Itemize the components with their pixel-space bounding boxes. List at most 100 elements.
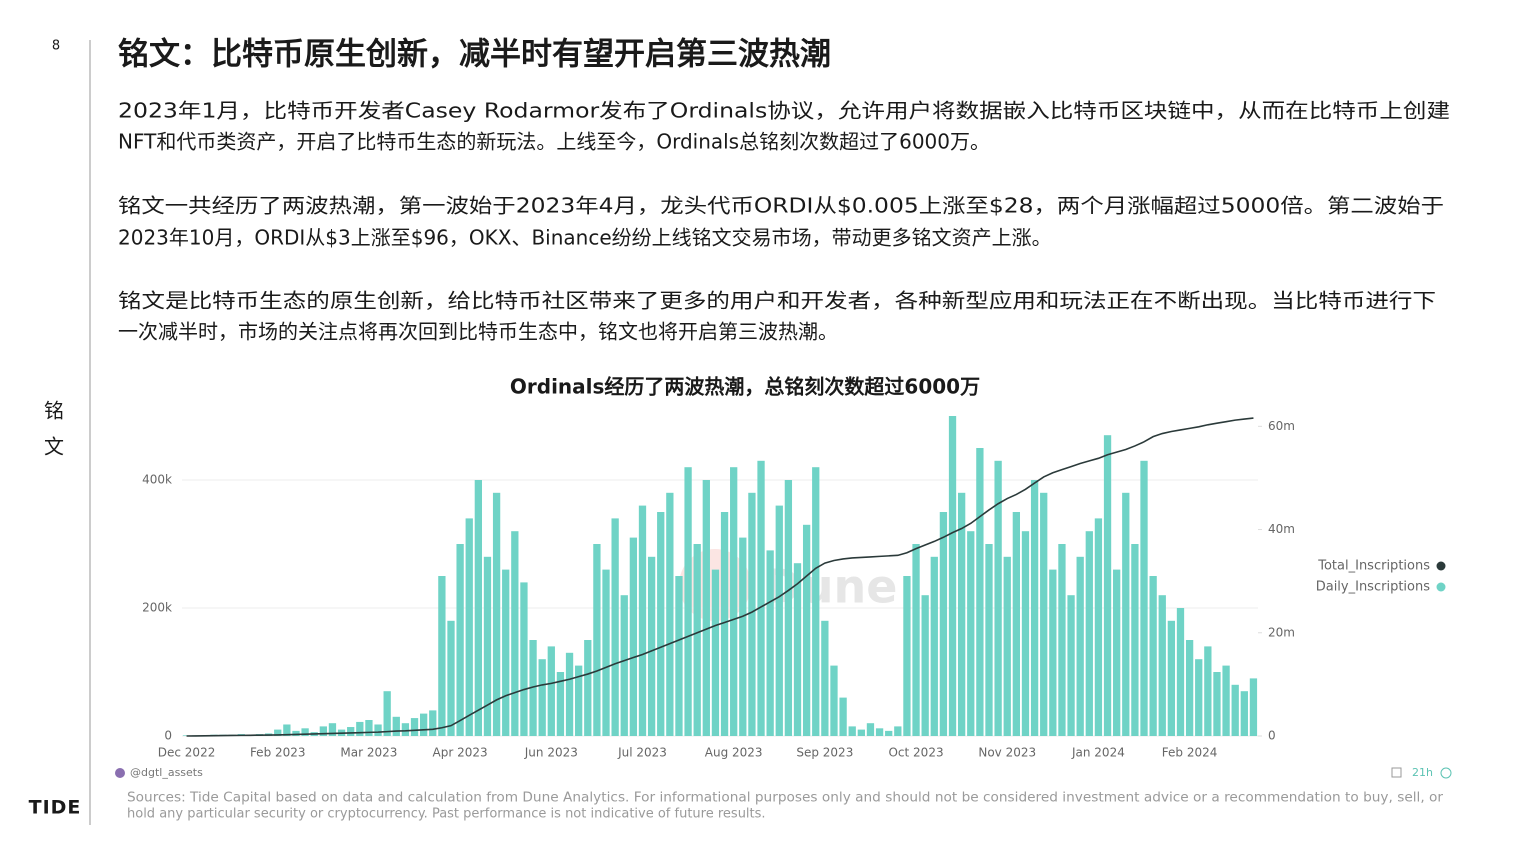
sources-line: hold any particular security or cryptocu… (127, 807, 766, 822)
bar (328, 723, 337, 736)
bar (784, 480, 793, 736)
paragraph-line: NFT和代币类资产，开启了比特币生态的新玩法。上线至今，Ordinals总铭刻次… (118, 130, 990, 154)
bar (748, 492, 756, 736)
bar (483, 556, 492, 736)
bar (447, 620, 455, 736)
bar (693, 544, 701, 736)
bar (374, 724, 382, 736)
bar (866, 723, 875, 736)
page-number: 8 (52, 39, 60, 54)
bar (1240, 691, 1248, 736)
bar (647, 556, 656, 736)
sources-line: Sources: Tide Capital based on data and … (127, 791, 1444, 806)
bar (1222, 665, 1230, 736)
bar (283, 724, 291, 736)
y2-tick-label: 20m (1268, 625, 1295, 639)
bar (365, 720, 373, 736)
bar (401, 723, 410, 736)
bar (757, 460, 765, 736)
y-tick-label: 200k (142, 601, 172, 615)
bar (720, 512, 729, 736)
bar (948, 416, 957, 736)
bar (1003, 556, 1011, 736)
bar (802, 524, 811, 736)
bar (994, 460, 1002, 736)
x-tick-label: Jul 2023 (617, 746, 667, 760)
bar (711, 569, 720, 736)
bar (1176, 608, 1185, 736)
bar (666, 492, 674, 736)
x-tick-label: Apr 2023 (433, 746, 488, 760)
side-label: 文 (44, 435, 64, 459)
bar (1158, 595, 1166, 736)
x-tick-label: Jun 2023 (524, 746, 578, 760)
x-tick-label: Aug 2023 (705, 746, 763, 760)
bar (1185, 640, 1194, 736)
bar (356, 721, 364, 736)
bar (967, 531, 975, 736)
bar (793, 563, 802, 736)
bar (1103, 435, 1112, 736)
paragraph-line: 铭文一共经历了两波热潮，第一波始于2023年4月，龙头代币ORDI从$0.005… (118, 194, 1444, 218)
x-tick-label: Jan 2024 (1071, 746, 1125, 760)
bar (957, 492, 966, 736)
bar (611, 518, 619, 736)
bar (775, 505, 783, 736)
legend-swatch (1436, 561, 1446, 571)
bar (921, 595, 929, 736)
side-label: 铭 (44, 399, 64, 423)
credit-icon (115, 768, 125, 778)
y2-tick-label: 60m (1268, 419, 1295, 433)
logo: TIDE (29, 797, 82, 819)
bar (976, 448, 984, 736)
bar (565, 652, 574, 736)
x-tick-label: Dec 2022 (158, 746, 216, 760)
bar (857, 729, 865, 736)
paragraph-line: 一次减半时，市场的关注点将再次回到比特币生态中，铭文也将开启第三波热潮。 (118, 320, 838, 344)
bar (1058, 544, 1066, 736)
x-tick-label: Sep 2023 (796, 746, 853, 760)
bar (821, 620, 829, 736)
line (186, 417, 1254, 737)
bar (930, 556, 938, 736)
bar (885, 730, 893, 736)
bar (347, 727, 355, 736)
bar (620, 595, 628, 736)
y2-tick-label: 0 (1268, 729, 1276, 743)
bar (492, 492, 501, 736)
legend-label: Total_Inscriptions (1317, 559, 1430, 574)
bar (383, 691, 391, 736)
y-tick-label: 400k (142, 473, 172, 487)
paragraph-line: 铭文是比特币生态的原生创新，给比特币社区带来了更多的用户和开发者，各种新型应用和… (118, 289, 1436, 313)
bar (730, 467, 738, 736)
bar (529, 640, 537, 736)
bar (1195, 659, 1203, 736)
bar (985, 544, 993, 736)
legend-label: Daily_Inscriptions (1316, 580, 1430, 595)
bar (419, 713, 428, 736)
freshness: 21h (1412, 766, 1433, 779)
x-tick-label: Feb 2024 (1162, 746, 1218, 760)
bar (1213, 672, 1221, 736)
y-tick-label: 0 (164, 729, 172, 743)
bar (319, 726, 327, 736)
bar (684, 467, 692, 736)
bar (1076, 556, 1084, 736)
bar (1049, 569, 1057, 736)
bar (547, 646, 555, 736)
bar (1021, 531, 1030, 736)
paragraph-line: 2023年1月，比特币开发者Casey Rodarmor发布了Ordinals协… (118, 99, 1450, 123)
bar (520, 582, 528, 736)
bar (538, 659, 546, 736)
x-tick-label: Oct 2023 (888, 746, 943, 760)
bar (894, 726, 902, 736)
bar (903, 576, 911, 736)
bar (839, 697, 847, 736)
bar (830, 665, 838, 736)
fresh-icon (1440, 767, 1452, 779)
bar (1204, 646, 1212, 736)
bar (766, 550, 774, 736)
x-tick-label: Mar 2023 (340, 746, 397, 760)
bar (1231, 684, 1239, 736)
